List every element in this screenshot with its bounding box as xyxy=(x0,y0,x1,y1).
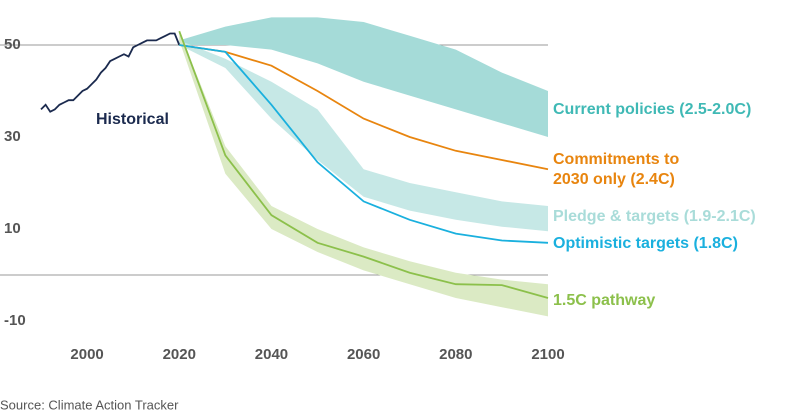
y-tick-label: -10 xyxy=(4,312,26,329)
series-label: Current policies (2.5-2.0C) xyxy=(553,101,751,118)
band xyxy=(179,40,549,232)
x-tick-label: 2040 xyxy=(255,346,288,363)
y-tick-label: 10 xyxy=(4,220,21,237)
x-tick-label: 2100 xyxy=(531,346,564,363)
line xyxy=(178,30,549,299)
x-tick-label: 2080 xyxy=(439,346,472,363)
line xyxy=(179,44,549,244)
series-label: 1.5C pathway xyxy=(553,292,655,309)
series-label: Historical xyxy=(96,111,169,128)
y-tick-label: 30 xyxy=(4,128,21,145)
line xyxy=(179,44,549,171)
series-label: Pledge & targets (1.9-2.1C) xyxy=(553,208,756,225)
series-label: Commitments to 2030 only (2.4C) xyxy=(553,151,679,188)
source: Source: Climate Action Tracker xyxy=(0,397,179,412)
line xyxy=(40,32,181,113)
x-tick-label: 2000 xyxy=(70,346,103,363)
band xyxy=(179,17,549,137)
y-tick-label: 50 xyxy=(4,36,21,53)
series-label: Optimistic targets (1.8C) xyxy=(553,235,738,252)
x-tick-label: 2060 xyxy=(347,346,380,363)
x-tick-label: 2020 xyxy=(163,346,196,363)
